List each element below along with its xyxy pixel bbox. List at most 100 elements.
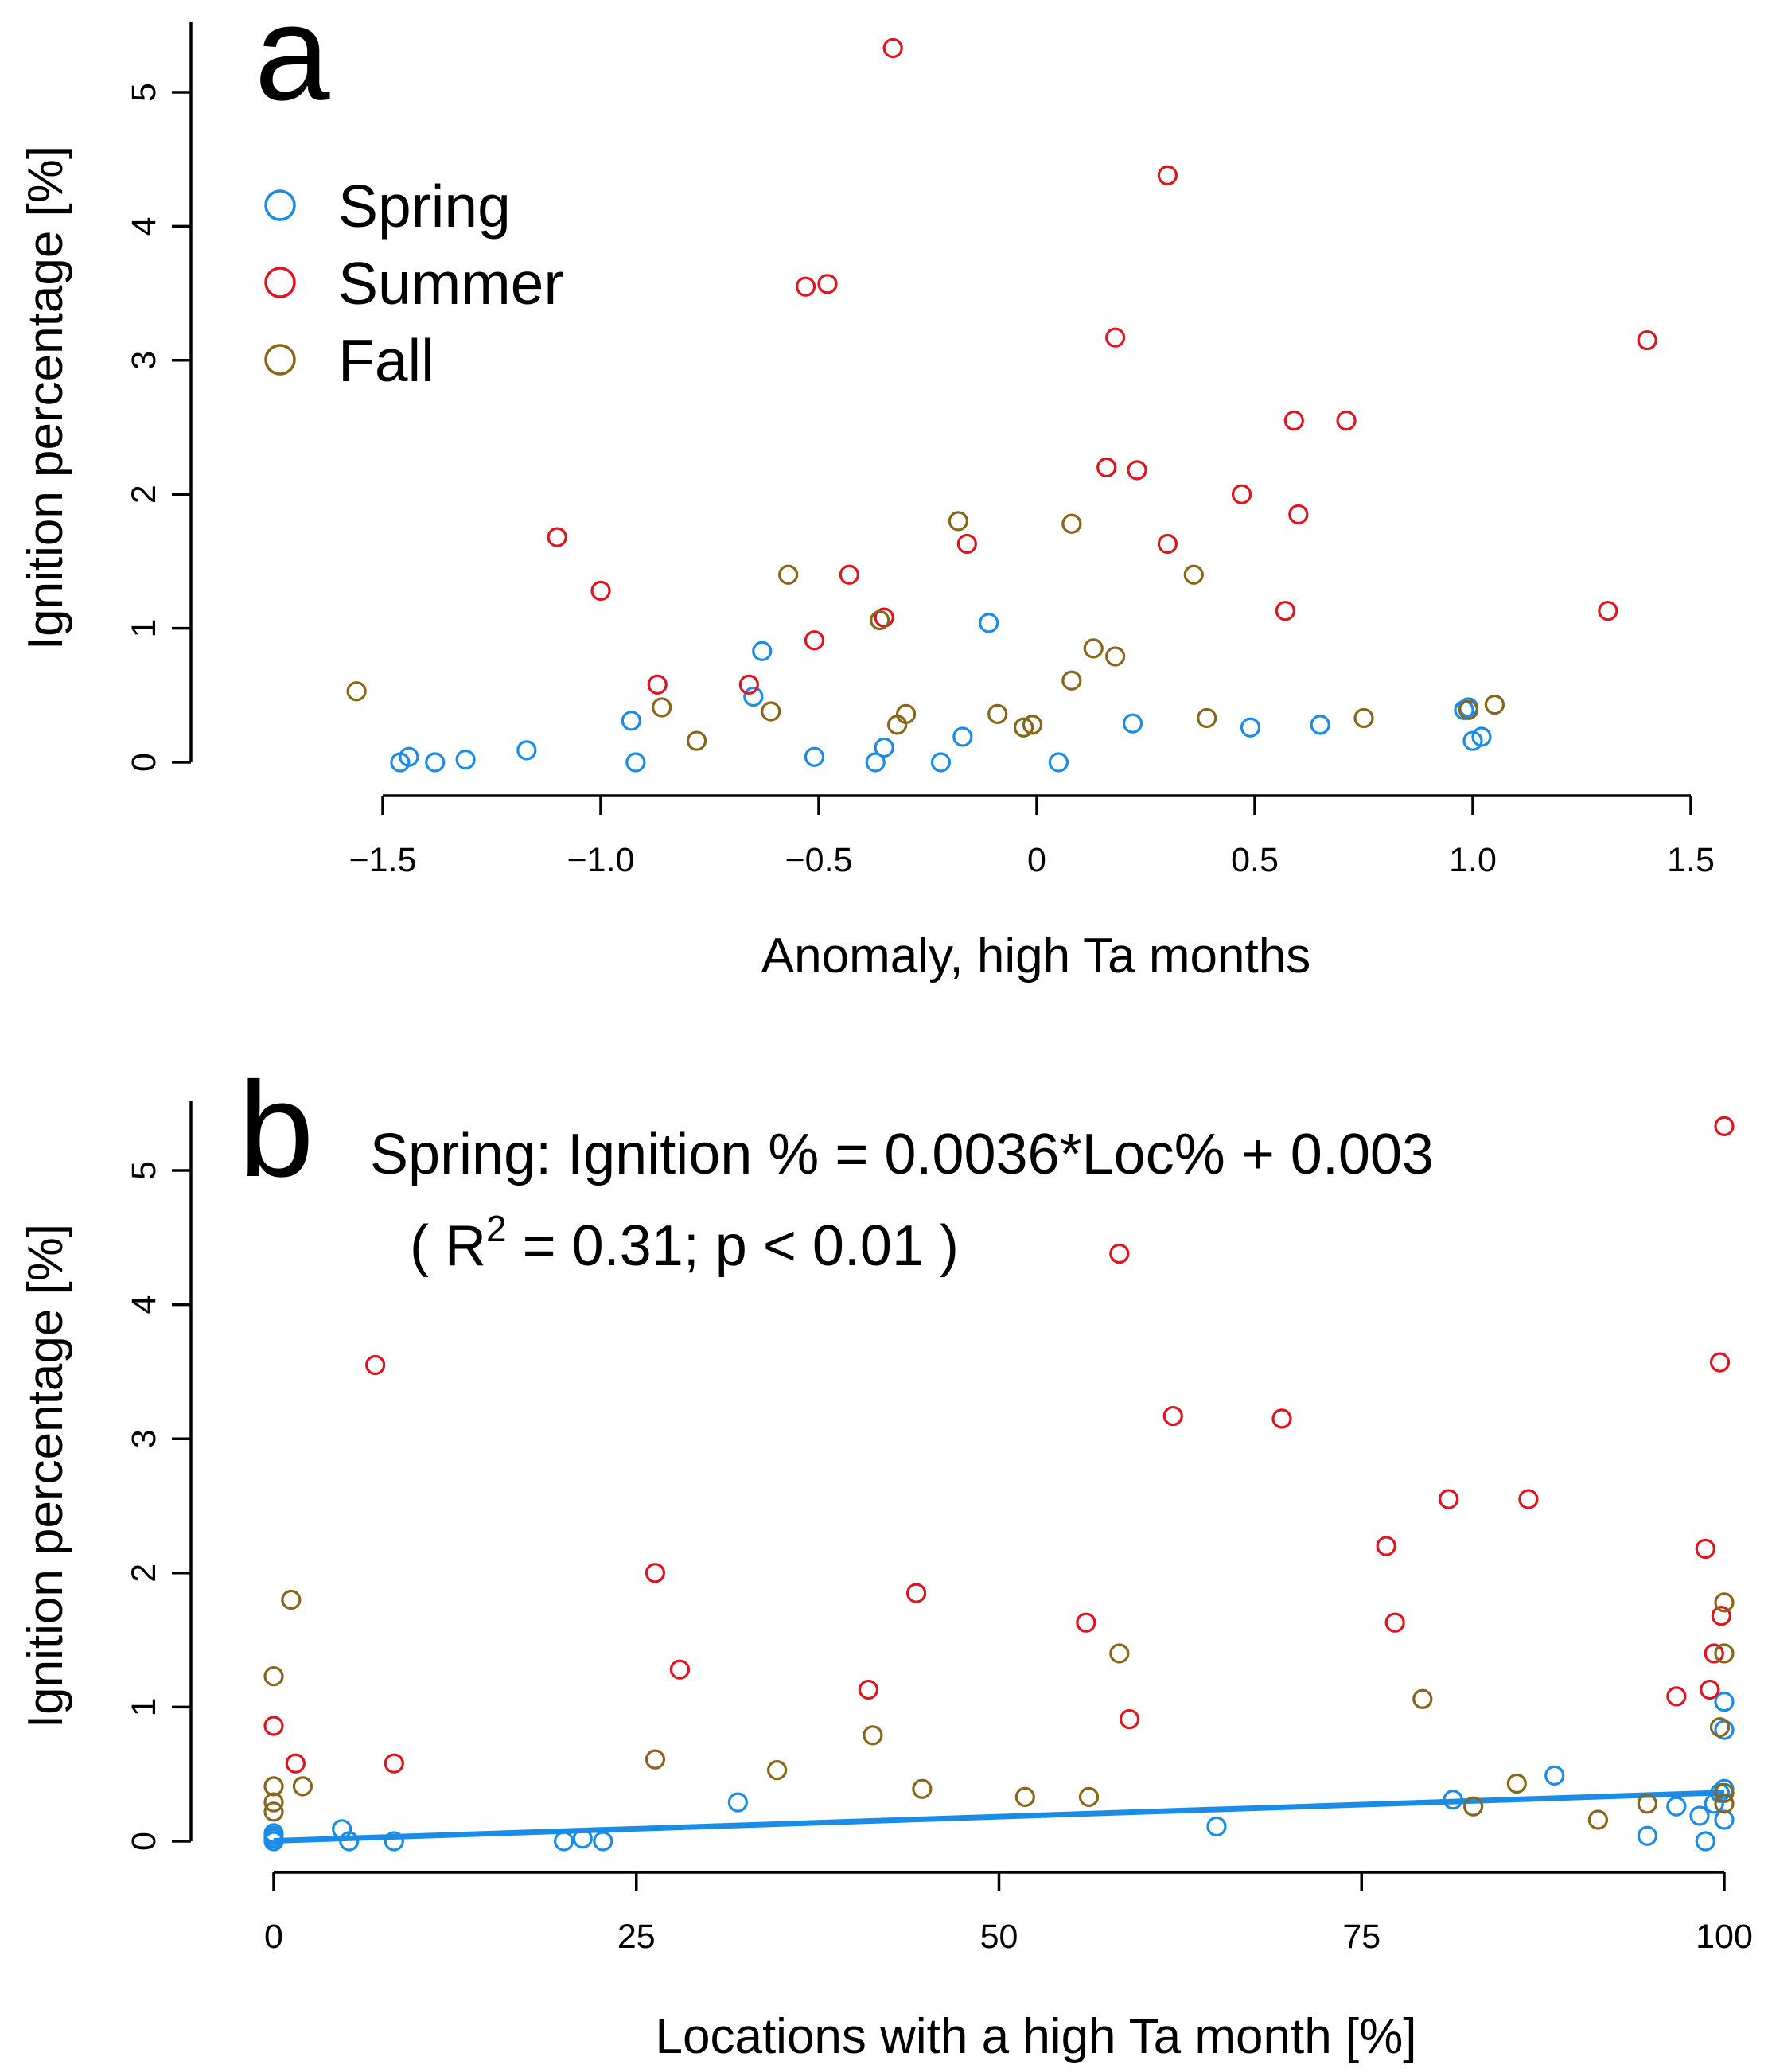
- panel-a-spring-point: [930, 752, 952, 773]
- panel-a-summer-point: [956, 533, 977, 555]
- panel-a-spring-point: [516, 740, 537, 761]
- panel-a-summer-point: [882, 37, 903, 59]
- panel-b-fall-point: [263, 1776, 284, 1797]
- panel-b-summer-point: [1384, 1612, 1405, 1633]
- panel-a-spring-point: [455, 750, 476, 770]
- panel-a-fall-point: [1197, 707, 1217, 729]
- panel-a-summer-point: [547, 527, 567, 547]
- panel-b-fall-point: [1637, 1794, 1657, 1814]
- panel-a-spring-point: [621, 711, 641, 731]
- panel-b-y-axis-label: Ignition percentage [%]: [18, 1224, 73, 1728]
- panel-b-y-axis: 0 1 2 3 4 5: [125, 1101, 193, 1851]
- panel-a-spring-point: [752, 641, 773, 661]
- panel-a-x-tick-label: 1.0: [1449, 841, 1497, 879]
- panel-a-summer-point: [839, 564, 859, 585]
- panel-b-fall-point: [1078, 1786, 1100, 1807]
- panel-a-fall-point: [1484, 694, 1505, 715]
- panel-b-summer-point: [1119, 1708, 1140, 1730]
- panel-b-fall-point: [292, 1776, 313, 1797]
- panel-b-spring-point: [1666, 1796, 1687, 1817]
- spring-regression-line: [273, 1790, 1725, 1844]
- panel-a-fall-point: [652, 697, 672, 718]
- panel-a-x-axis-label: Anomaly, high Ta months: [761, 929, 1310, 983]
- panel-b-spring-point: [1544, 1765, 1565, 1786]
- panel-a-spring-point: [979, 613, 999, 633]
- panel-a-spring-point: [399, 746, 419, 767]
- panel-a: a 0 1 2 3 4 5 −1.5 −1.0 −0.5 0 0.5 1.0 1.5 Anomaly,…: [18, 0, 1715, 983]
- panel-b-fall-point: [1587, 1809, 1608, 1830]
- panel-b-spring-point: [1704, 1794, 1724, 1814]
- panel-b-y-tick-label: 1: [125, 1697, 163, 1716]
- panel-a-fall-point: [1061, 513, 1082, 534]
- regression-stats: ( R2 = 0.31; p < 0.01 ): [410, 1208, 959, 1278]
- panel-a-spring-point: [804, 746, 825, 767]
- panel-a-summer-point: [590, 580, 611, 602]
- panel-b-summer-point: [669, 1659, 691, 1680]
- panel-a-fall-point: [1022, 715, 1043, 735]
- panel-b-spring-point: [1689, 1805, 1710, 1826]
- panel-a-spring-point: [425, 752, 446, 773]
- panel-b-fall-point: [263, 1792, 284, 1813]
- panel-b-spring-point: [263, 1823, 284, 1844]
- panel-a-summer-point: [1105, 327, 1126, 348]
- panel-b-spring-point: [1714, 1720, 1735, 1740]
- panel-b-fall-point: [766, 1760, 788, 1781]
- panel-a-summer-point: [1598, 601, 1618, 621]
- panel-b-spring-point: [593, 1831, 613, 1852]
- panel-b-spring-point: [339, 1831, 360, 1852]
- panel-b-spring-point: [1443, 1790, 1463, 1810]
- panel-a-x-axis: −1.5 −1.0 −0.5 0 0.5 1.0 1.5: [349, 794, 1715, 879]
- legend-summer-label: Summer: [338, 250, 563, 317]
- panel-b-x-axis-label: Locations with a high Ta month [%]: [656, 2009, 1417, 2064]
- panel-a-points: [346, 37, 1657, 773]
- panel-b-summer-point: [1714, 1116, 1735, 1136]
- panel-b-spring-point: [1714, 1692, 1735, 1712]
- panel-a-spring-point: [952, 726, 973, 747]
- panel-a-fall-point: [948, 511, 968, 532]
- regression-stats-sup: 2: [486, 1208, 507, 1249]
- panel-b-summer-point: [384, 1753, 404, 1774]
- panel-a-fall-point: [987, 703, 1008, 724]
- panel-b-y-tick-label: 0: [125, 1832, 163, 1851]
- panel-a-fall-point: [1458, 699, 1479, 720]
- panel-a-y-tick-label: 3: [125, 351, 163, 370]
- panel-a-summer-point: [1127, 460, 1147, 481]
- panel-a-x-tick-label: −1.0: [567, 841, 635, 879]
- panel-a-y-axis-label: Ignition percentage [%]: [18, 146, 73, 650]
- panel-a-letter: a: [255, 0, 330, 129]
- panel-b-fall-point: [1506, 1773, 1527, 1794]
- panel-a-fall-point: [870, 610, 890, 631]
- panel-b-spring-point: [1714, 1809, 1735, 1830]
- panel-b-spring-point: [1695, 1831, 1715, 1852]
- panel-b-y-tick-label: 3: [125, 1429, 163, 1448]
- panel-a-fall-point: [1353, 707, 1374, 729]
- panel-b-fall-point: [912, 1778, 933, 1799]
- panel-a-summer-point: [1157, 533, 1178, 555]
- panel-b-fall-point: [1412, 1688, 1433, 1709]
- panel-b-summer-point: [1439, 1489, 1459, 1509]
- panel-a-spring-point: [1048, 752, 1069, 773]
- panel-b-fall-point: [1714, 1782, 1735, 1803]
- panel-b-fall-point: [281, 1589, 302, 1610]
- panel-b: b 0 1 2 3 4 5 0 25 50 75 100 Spring: Ignition % =…: [18, 1054, 1753, 2064]
- panel-a-summer-point: [1637, 329, 1657, 351]
- panel-b-summer-point: [1704, 1643, 1724, 1664]
- panel-b-points: [263, 1116, 1735, 1852]
- panel-b-spring-point: [1206, 1816, 1227, 1837]
- panel-b-fall-point: [1109, 1643, 1130, 1664]
- panel-a-fall-point: [1013, 717, 1034, 738]
- panel-b-x-tick-label: 25: [617, 1918, 656, 1956]
- panel-a-fall-point: [895, 703, 917, 724]
- panel-a-spring-point: [743, 686, 764, 707]
- panel-a-y-tick-label: 2: [125, 485, 163, 504]
- panel-a-x-tick-label: 1.5: [1667, 841, 1715, 879]
- panel-a-fall-point: [1105, 646, 1126, 667]
- panel-a-spring-point: [1122, 713, 1143, 734]
- panel-b-summer-point: [1518, 1489, 1539, 1509]
- panel-b-summer-point: [1162, 1405, 1183, 1427]
- panel-b-summer-point: [263, 1716, 284, 1736]
- panel-a-summer-point: [738, 674, 759, 695]
- panel-b-summer-point: [1695, 1538, 1715, 1560]
- panel-b-spring-point: [1637, 1825, 1657, 1846]
